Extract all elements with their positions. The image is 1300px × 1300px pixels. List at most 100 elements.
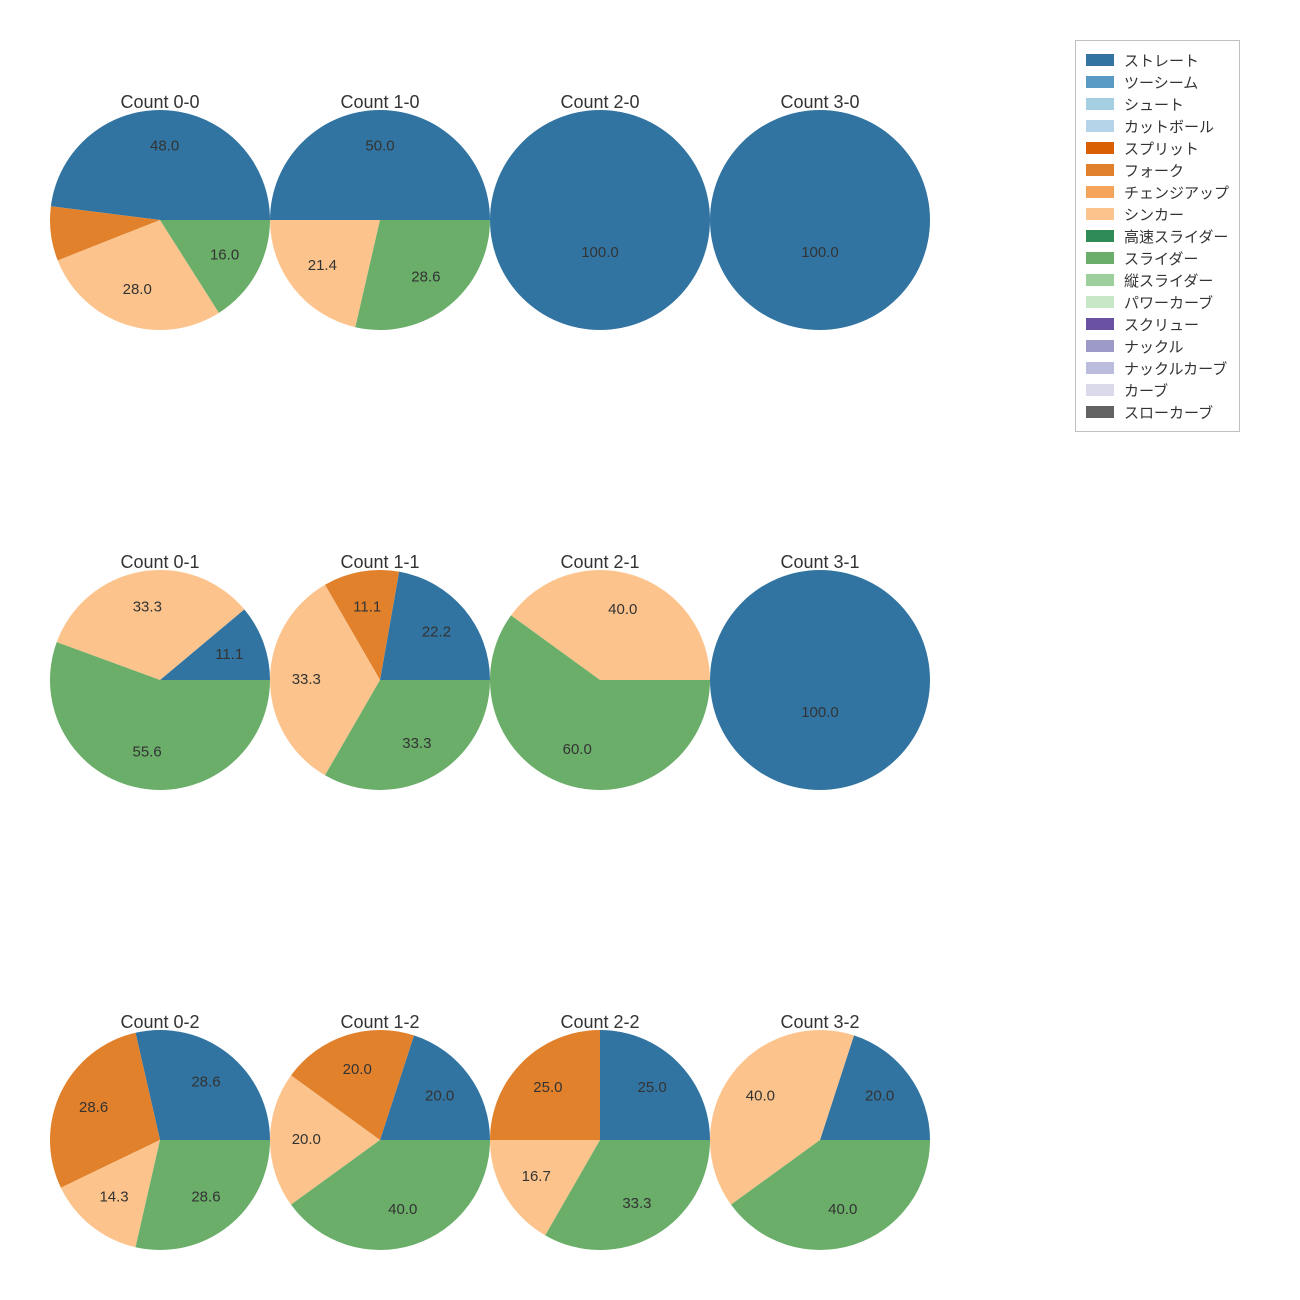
pie-slice-label: 28.6 <box>191 1073 220 1090</box>
pie-slice-label: 100.0 <box>581 244 619 261</box>
legend-label: スクリュー <box>1124 314 1199 335</box>
pie-slice-label: 60.0 <box>563 741 592 758</box>
pie-chart: 100.0 <box>490 110 710 330</box>
legend-label: ツーシーム <box>1124 72 1198 93</box>
pie-slice-label: 40.0 <box>608 601 637 618</box>
pie-slice-label: 22.2 <box>422 624 451 641</box>
pie-slice-label: 28.6 <box>79 1099 108 1116</box>
legend-item: チェンジアップ <box>1086 181 1229 203</box>
legend-item: カーブ <box>1086 379 1229 401</box>
legend-label: シンカー <box>1124 204 1184 225</box>
legend-label: ナックルカーブ <box>1124 358 1227 379</box>
legend-swatch <box>1086 164 1114 176</box>
legend-label: スライダー <box>1124 248 1198 269</box>
legend-label: 縦スライダー <box>1124 270 1213 291</box>
legend-label: スプリット <box>1124 138 1199 159</box>
pie-slice-label: 11.1 <box>215 646 243 663</box>
pie-slice-label: 33.3 <box>402 735 431 752</box>
pie-chart: 48.0 28.0 16.0 <box>50 110 270 330</box>
pie-chart: 28.6 28.6 14.3 28.6 <box>50 1030 270 1250</box>
pie-slice-label: 11.1 <box>353 598 381 615</box>
pie-slice-label: 28.0 <box>123 281 152 298</box>
legend-swatch <box>1086 230 1114 242</box>
legend-swatch <box>1086 98 1114 110</box>
legend-swatch <box>1086 340 1114 352</box>
legend-label: カットボール <box>1124 116 1214 137</box>
pie-slice-label: 40.0 <box>388 1201 417 1218</box>
legend-item: スプリット <box>1086 137 1229 159</box>
legend-item: シンカー <box>1086 203 1229 225</box>
legend-label: スローカーブ <box>1124 402 1213 423</box>
legend-swatch <box>1086 120 1114 132</box>
legend-item: スクリュー <box>1086 313 1229 335</box>
legend-swatch <box>1086 54 1114 66</box>
pie-slice-label: 25.0 <box>638 1079 667 1096</box>
legend-item: ツーシーム <box>1086 71 1229 93</box>
legend-swatch <box>1086 142 1114 154</box>
pie-slice-label: 55.6 <box>132 744 161 761</box>
legend-item: スローカーブ <box>1086 401 1229 423</box>
pie-slice-label: 20.0 <box>292 1131 321 1148</box>
legend-swatch <box>1086 274 1114 286</box>
pie-slice <box>270 110 490 220</box>
pie-slice-label: 50.0 <box>365 137 394 154</box>
pie-slice <box>490 110 710 330</box>
pie-slice-label: 20.0 <box>865 1088 894 1105</box>
pie-chart: 22.2 11.1 33.3 33.3 <box>270 570 490 790</box>
pie-slice-label: 48.0 <box>150 137 179 154</box>
pie-chart: 20.0 20.0 20.0 40.0 <box>270 1030 490 1250</box>
legend-item: 高速スライダー <box>1086 225 1229 247</box>
legend-swatch <box>1086 208 1114 220</box>
legend-swatch <box>1086 318 1114 330</box>
legend-item: カットボール <box>1086 115 1229 137</box>
pie-slice-label: 40.0 <box>746 1088 775 1105</box>
legend-swatch <box>1086 384 1114 396</box>
chart-grid: Count 0-048.028.016.0Count 1-050.021.428… <box>0 0 1300 1300</box>
pie-chart: 100.0 <box>710 110 930 330</box>
pie-slice-label: 100.0 <box>801 704 839 721</box>
legend-item: パワーカーブ <box>1086 291 1229 313</box>
pie-chart: 20.0 40.0 40.0 <box>710 1030 930 1250</box>
legend-swatch <box>1086 296 1114 308</box>
pie-slice-label: 40.0 <box>828 1201 857 1218</box>
pie-slice <box>710 110 930 330</box>
legend-swatch <box>1086 362 1114 374</box>
pie-slice-label: 33.3 <box>292 671 321 688</box>
legend-item: フォーク <box>1086 159 1229 181</box>
legend-label: シュート <box>1124 94 1184 115</box>
legend: ストレートツーシームシュートカットボールスプリットフォークチェンジアップシンカー… <box>1075 40 1240 432</box>
legend-swatch <box>1086 76 1114 88</box>
pie-slice-label: 20.0 <box>425 1088 454 1105</box>
legend-item: ナックルカーブ <box>1086 357 1229 379</box>
legend-label: フォーク <box>1124 160 1184 181</box>
legend-item: 縦スライダー <box>1086 269 1229 291</box>
pie-slice <box>51 110 270 220</box>
legend-label: チェンジアップ <box>1124 182 1229 203</box>
pie-slice-label: 28.6 <box>411 269 440 286</box>
pie-chart: 25.025.016.733.3 <box>490 1030 710 1250</box>
legend-item: スライダー <box>1086 247 1229 269</box>
pie-slice-label: 100.0 <box>801 244 839 261</box>
pie-chart: 100.0 <box>710 570 930 790</box>
pie-slice-label: 21.4 <box>308 257 337 274</box>
legend-item: シュート <box>1086 93 1229 115</box>
pie-chart: 50.0 21.4 28.6 <box>270 110 490 330</box>
pie-slice-label: 20.0 <box>343 1061 372 1078</box>
pie-slice-label: 28.6 <box>191 1189 220 1206</box>
legend-label: ナックル <box>1124 336 1184 357</box>
pie-slice-label: 33.3 <box>133 598 162 615</box>
legend-swatch <box>1086 252 1114 264</box>
pie-slice-label: 14.3 <box>99 1189 128 1206</box>
pie-slice-label: 16.0 <box>210 246 239 263</box>
legend-label: カーブ <box>1124 380 1168 401</box>
pie-slice <box>710 570 930 790</box>
pie-slice-label: 16.7 <box>522 1168 551 1185</box>
pie-chart: 11.1 33.3 55.6 <box>50 570 270 790</box>
legend-label: パワーカーブ <box>1124 292 1213 313</box>
legend-item: ナックル <box>1086 335 1229 357</box>
legend-swatch <box>1086 186 1114 198</box>
legend-swatch <box>1086 406 1114 418</box>
pie-slice-label: 25.0 <box>533 1079 562 1096</box>
legend-label: ストレート <box>1124 50 1199 71</box>
legend-item: ストレート <box>1086 49 1229 71</box>
